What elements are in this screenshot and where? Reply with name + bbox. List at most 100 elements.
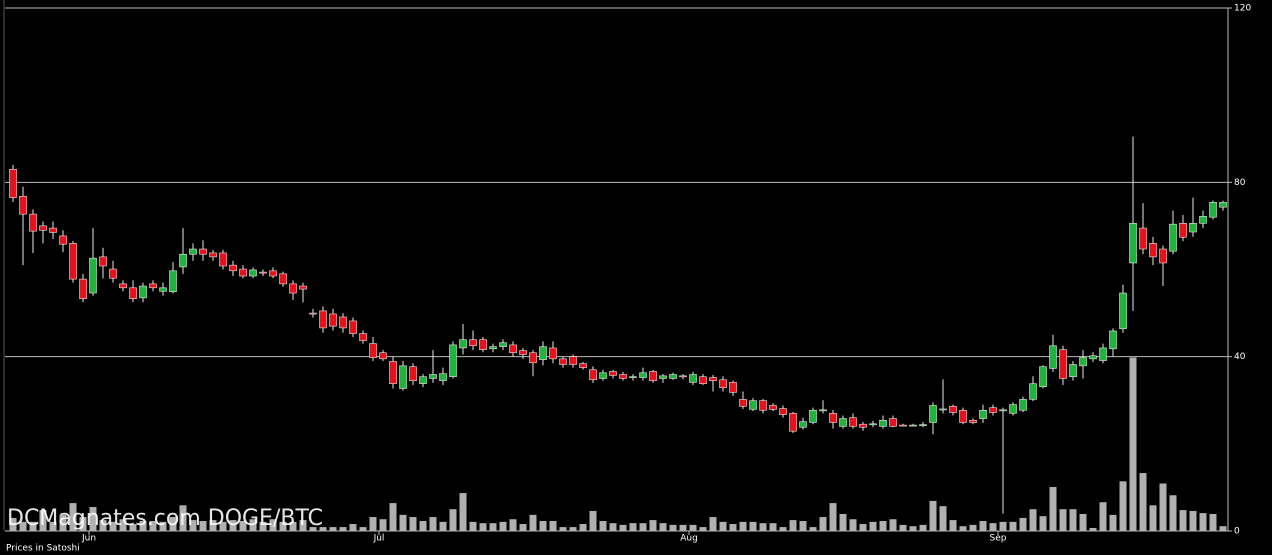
volume-bar	[259, 521, 267, 531]
volume-bar	[689, 524, 697, 531]
candle-layer	[9, 136, 1227, 514]
volume-bar	[449, 509, 457, 531]
volume-bar	[1079, 514, 1087, 531]
candle-body	[1029, 383, 1037, 400]
candle-body	[179, 253, 187, 268]
candle-body	[939, 408, 947, 411]
candle-body	[669, 374, 677, 379]
volume-bar	[1069, 509, 1077, 531]
volume-bar	[329, 527, 337, 531]
candle-body	[9, 168, 17, 198]
watermark-title: DCMagnates.com DOGE/BTC	[7, 506, 323, 531]
candle-body	[49, 227, 57, 233]
candle-body	[959, 409, 967, 423]
candle-body	[319, 310, 327, 329]
volume-bar	[149, 520, 157, 531]
candle-body	[559, 358, 567, 365]
volume-bar	[369, 517, 377, 531]
candle-body	[239, 268, 247, 277]
volume-bar	[209, 520, 217, 531]
volume-bar	[359, 527, 367, 531]
volume-bar	[1119, 481, 1127, 531]
volume-bar	[1059, 509, 1067, 531]
candle-body	[799, 421, 807, 428]
candle-body	[199, 248, 207, 255]
x-tick-label: Sep	[990, 534, 1007, 544]
volume-bar	[569, 527, 577, 531]
volume-bar	[899, 524, 907, 531]
candle-body	[779, 408, 787, 415]
candle-body	[409, 366, 417, 381]
volume-layer	[9, 357, 1227, 531]
x-tick-label: Jun	[81, 534, 96, 544]
candle-body	[369, 343, 377, 358]
candle-body	[1209, 202, 1217, 218]
volume-bar	[859, 524, 867, 531]
candle-body	[1119, 292, 1127, 330]
volume-bar	[949, 520, 957, 531]
volume-bar	[79, 517, 87, 531]
volume-bar	[959, 526, 967, 531]
volume-bar	[619, 524, 627, 531]
candle-body	[969, 419, 977, 423]
candle-body	[719, 379, 727, 388]
volume-bar	[169, 517, 177, 531]
candle-body	[489, 346, 497, 350]
volume-bar	[849, 519, 857, 531]
y-tick-label: 80	[1234, 178, 1246, 188]
candle-body	[1149, 243, 1157, 258]
candle-body	[689, 374, 697, 383]
candle-body	[499, 342, 507, 347]
candle-body	[729, 382, 737, 393]
volume-bar	[109, 521, 117, 531]
volume-bar	[1129, 357, 1137, 531]
volume-bar	[49, 521, 57, 531]
volume-bar	[1159, 483, 1167, 531]
candle-body	[109, 268, 117, 279]
volume-bar	[539, 520, 547, 531]
candle-body	[889, 418, 897, 427]
volume-bar	[989, 523, 997, 531]
volume-bar	[469, 521, 477, 531]
volume-bar	[519, 524, 527, 531]
candle-body	[509, 344, 517, 354]
volume-bar	[599, 520, 607, 531]
volume-bar	[1019, 517, 1027, 531]
volume-bar	[219, 521, 227, 531]
volume-bar	[549, 520, 557, 531]
candle-body	[1199, 216, 1207, 224]
volume-bar	[479, 523, 487, 531]
volume-bar	[119, 519, 127, 531]
volume-bar	[439, 521, 447, 531]
volume-bar	[429, 517, 437, 531]
candle-body	[129, 287, 137, 300]
candle-body	[379, 352, 387, 360]
volume-bar	[389, 503, 397, 531]
candle-body	[639, 372, 647, 378]
candle-body	[349, 320, 357, 334]
volume-bar	[319, 527, 327, 531]
volume-bar	[1099, 502, 1107, 531]
candle-body	[209, 252, 217, 258]
candle-body	[659, 375, 667, 379]
volume-bar	[309, 527, 317, 531]
candle-body	[1159, 248, 1167, 264]
volume-bar	[1139, 473, 1147, 531]
candle-body	[1189, 223, 1197, 233]
volume-bar	[909, 526, 917, 531]
axis-note: Prices in Satoshi	[6, 544, 80, 554]
candle-body	[769, 405, 777, 410]
volume-bar	[39, 510, 47, 531]
volume-bar	[419, 520, 427, 531]
candle-body	[439, 373, 447, 381]
candle-body	[899, 424, 907, 427]
candle-body	[259, 271, 267, 274]
volume-bar	[179, 505, 187, 531]
volume-bar	[1009, 521, 1017, 531]
volume-bar	[739, 521, 747, 531]
volume-bar	[99, 520, 107, 531]
candle-body	[289, 283, 297, 294]
candle-body	[219, 252, 227, 267]
